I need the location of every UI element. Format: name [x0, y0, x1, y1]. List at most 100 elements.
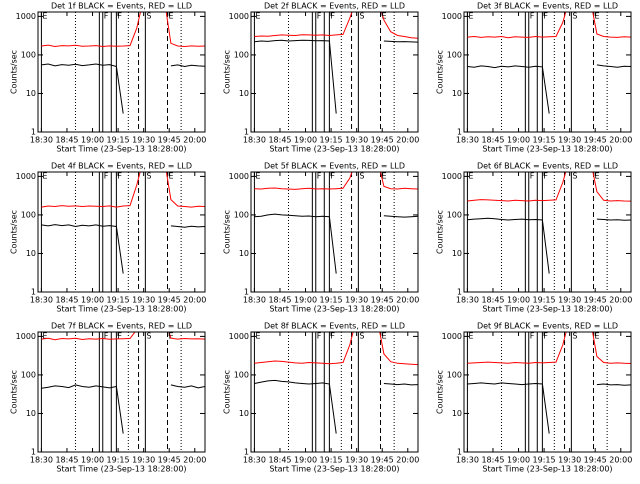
- y-tick-label: 1: [31, 288, 36, 297]
- x-tick-label: 19:00: [81, 136, 104, 145]
- x-tick-label: 19:30: [558, 136, 581, 145]
- marker-label: E: [255, 172, 260, 181]
- y-tick-label: 100: [234, 210, 249, 219]
- y-tick-label: 1: [244, 128, 249, 137]
- marker-label: F: [530, 332, 535, 341]
- x-tick-label: 19:15: [320, 456, 343, 465]
- plot-frame: [250, 331, 419, 453]
- y-axis-label: Counts/sec: [223, 370, 232, 414]
- marker-label: F: [117, 12, 122, 21]
- x-tick-label: 20:00: [183, 296, 206, 305]
- y-tick-label: 100: [21, 370, 36, 379]
- x-tick-label: 18:30: [30, 456, 53, 465]
- marker-label: E: [169, 12, 174, 21]
- y-tick-label: 1000: [442, 12, 462, 21]
- x-tick-label: 19:15: [320, 136, 343, 145]
- x-tick-label: 18:30: [243, 456, 266, 465]
- marker-label: S: [572, 12, 577, 21]
- y-tick-label: 1000: [229, 172, 249, 181]
- x-tick-label: 20:00: [183, 456, 206, 465]
- series-line: [41, 12, 205, 48]
- y-axis-label: Counts/sec: [436, 50, 445, 94]
- x-tick-label: 19:30: [345, 296, 368, 305]
- x-axis-label: Start Time (23-Sep-13 18:28:00): [56, 145, 186, 154]
- x-tick-label: 19:30: [345, 456, 368, 465]
- y-tick-label: 1000: [16, 12, 36, 21]
- x-tick-label: 19:30: [558, 296, 581, 305]
- series-line: [41, 224, 205, 274]
- y-tick-label: 10: [239, 409, 249, 418]
- x-axis-label: Start Time (23-Sep-13 18:28:00): [269, 145, 399, 154]
- marker-label: S: [572, 172, 577, 181]
- marker-label: E: [468, 12, 473, 21]
- x-tick-label: 18:45: [268, 456, 291, 465]
- y-tick-label: 10: [452, 89, 462, 98]
- y-tick-label: 100: [447, 210, 462, 219]
- x-tick-label: 19:00: [294, 136, 317, 145]
- x-tick-label: 20:00: [396, 296, 419, 305]
- y-axis-label: Counts/sec: [10, 50, 19, 94]
- y-tick-label: 1000: [442, 172, 462, 181]
- y-tick-label: 1000: [16, 332, 36, 341]
- marker-label: E: [382, 12, 387, 21]
- y-tick-label: 1000: [442, 332, 462, 341]
- series-line: [254, 172, 418, 190]
- x-axis-label: Start Time (23-Sep-13 18:28:00): [269, 465, 399, 474]
- x-tick-label: 20:00: [396, 456, 419, 465]
- x-tick-label: 19:00: [81, 296, 104, 305]
- series-line: [41, 172, 205, 208]
- marker-label: E: [382, 172, 387, 181]
- y-tick-label: 10: [26, 249, 36, 258]
- y-tick-label: 1000: [229, 12, 249, 21]
- y-tick-label: 1: [457, 128, 462, 137]
- marker-label: E: [42, 172, 47, 181]
- x-tick-label: 19:45: [371, 456, 394, 465]
- x-tick-label: 20:00: [183, 136, 206, 145]
- x-tick-label: 18:45: [55, 136, 78, 145]
- marker-label: F: [543, 12, 548, 21]
- marker-label: E: [42, 12, 47, 21]
- marker-label: E: [169, 172, 174, 181]
- y-axis-label: Counts/sec: [223, 50, 232, 94]
- x-tick-label: 18:45: [481, 456, 504, 465]
- x-tick-label: 19:45: [158, 456, 181, 465]
- marker-label: F: [117, 172, 122, 181]
- marker-label: E: [468, 332, 473, 341]
- y-tick-label: 10: [239, 89, 249, 98]
- marker-label: S: [359, 332, 364, 341]
- x-tick-label: 19:30: [558, 456, 581, 465]
- series-line: [41, 384, 205, 434]
- y-axis-label: Counts/sec: [10, 210, 19, 254]
- plot-frame: [463, 171, 632, 293]
- x-tick-label: 18:45: [55, 456, 78, 465]
- x-axis-label: Start Time (23-Sep-13 18:28:00): [56, 305, 186, 314]
- series-line: [254, 12, 418, 39]
- chart-title: Det 5f BLACK = Events, RED = LLD: [264, 162, 405, 171]
- series-line: [41, 332, 205, 341]
- marker-label: S: [146, 12, 151, 21]
- x-tick-label: 20:00: [609, 456, 632, 465]
- y-axis-label: Counts/sec: [436, 370, 445, 414]
- x-tick-label: 19:15: [533, 136, 556, 145]
- series-line: [467, 12, 631, 39]
- series-line: [467, 332, 631, 364]
- marker-label: F: [330, 172, 335, 181]
- x-tick-label: 19:45: [584, 456, 607, 465]
- x-tick-label: 19:00: [294, 456, 317, 465]
- x-tick-label: 18:45: [55, 296, 78, 305]
- chart-title: Det 3f BLACK = Events, RED = LLD: [477, 2, 618, 11]
- y-axis-label: Counts/sec: [10, 370, 19, 414]
- series-line: [467, 217, 631, 274]
- y-tick-label: 10: [26, 89, 36, 98]
- series-line: [254, 379, 418, 434]
- y-tick-label: 1: [31, 448, 36, 457]
- chart-title: Det 7f BLACK = Events, RED = LLD: [51, 322, 192, 331]
- chart-title: Det 9f BLACK = Events, RED = LLD: [477, 322, 618, 331]
- y-tick-label: 1: [244, 448, 249, 457]
- marker-label: F: [317, 172, 322, 181]
- y-tick-label: 10: [452, 409, 462, 418]
- plot-frame: [463, 11, 632, 133]
- x-tick-label: 19:45: [371, 136, 394, 145]
- y-axis-label: Counts/sec: [223, 210, 232, 254]
